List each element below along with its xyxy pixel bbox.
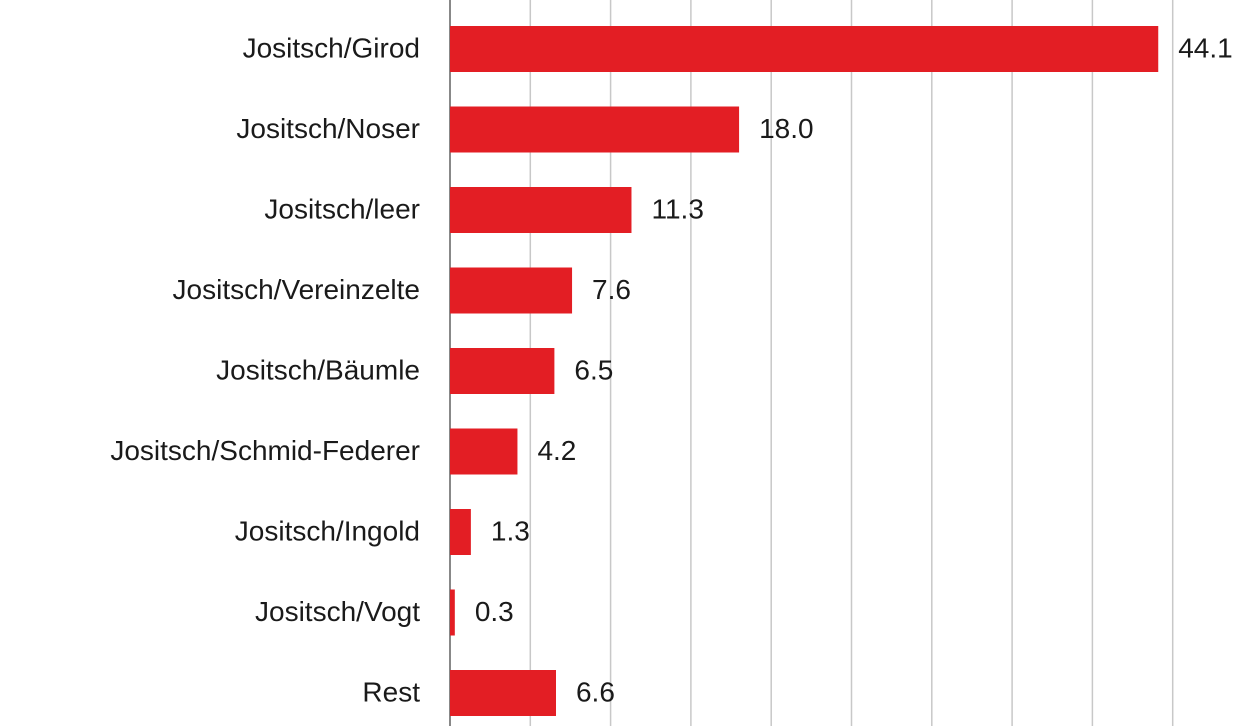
category-label: Jositsch/Vereinzelte [173,274,420,305]
value-label: 6.5 [574,354,613,385]
value-label: 1.3 [491,515,530,546]
value-label: 7.6 [592,274,631,305]
category-label: Jositsch/Ingold [235,515,420,546]
bar [450,26,1159,72]
category-label: Rest [362,676,420,707]
value-label: 11.3 [651,193,703,224]
value-label: 18.0 [759,113,814,144]
bar [450,589,455,636]
bar [450,106,740,153]
value-label: 4.2 [537,435,576,466]
category-label: Jositsch/Vogt [255,596,420,627]
category-label: Jositsch/Schmid-Federer [110,435,420,466]
bar [450,348,555,394]
value-label: 0.3 [475,596,514,627]
category-label: Jositsch/Girod [243,32,420,63]
category-label: Jositsch/Noser [236,113,420,144]
value-label: 6.6 [576,676,615,707]
bar [450,428,518,475]
category-label: Jositsch/Bäumle [216,354,420,385]
bar [450,509,471,555]
category-label: Jositsch/leer [264,193,420,224]
bar [450,670,556,716]
bar [450,187,632,233]
bar [450,267,573,314]
value-label: 44.1 [1178,32,1233,63]
